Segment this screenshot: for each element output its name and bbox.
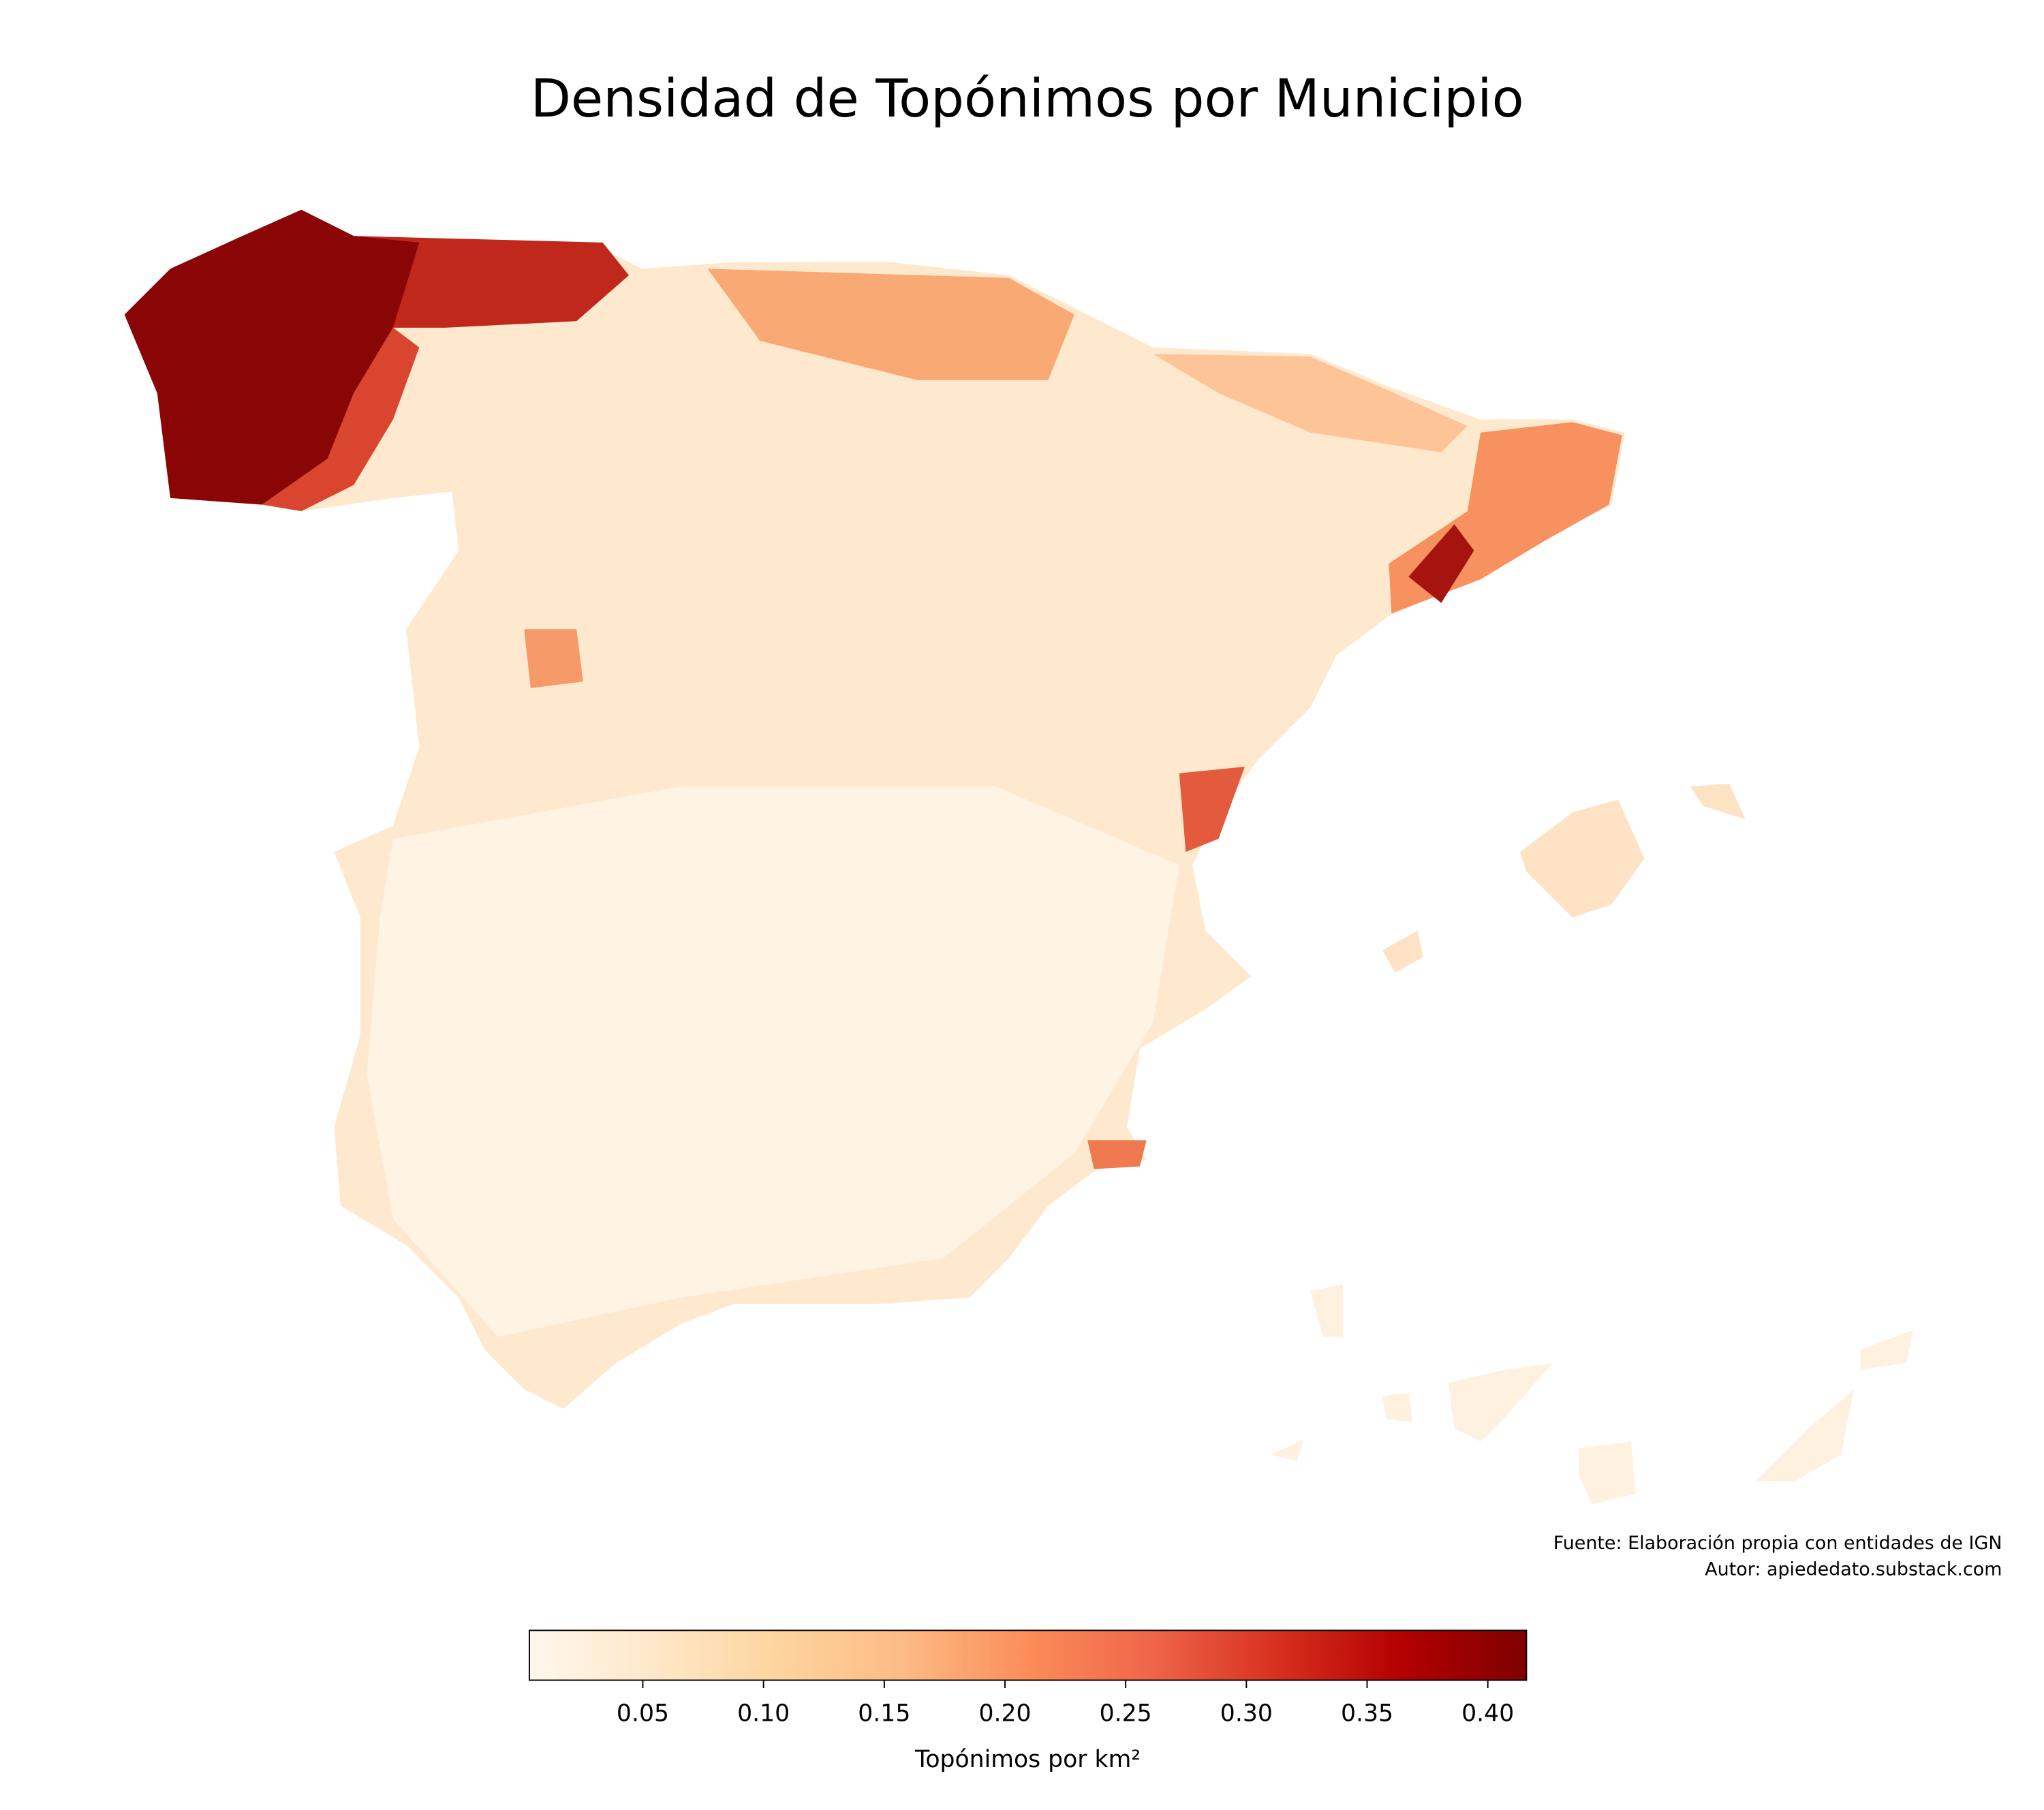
canary-islands [1271, 1284, 1913, 1505]
colorbar [528, 1629, 1528, 1681]
menorca [1690, 784, 1746, 820]
galicia-edge [262, 327, 420, 512]
colorbar-tick-label: 0.25 [1100, 1700, 1152, 1728]
map [124, 209, 1913, 1505]
galicia-region [124, 209, 420, 505]
asturias-band [354, 236, 630, 328]
source-note: Fuente: Elaboración propia con entidades… [1553, 1533, 2002, 1554]
murcia-spot [1087, 1140, 1147, 1169]
cantabria-band [707, 269, 1074, 380]
colorbar-label: Topónimos por km² [914, 1746, 1141, 1773]
ibiza [1382, 930, 1423, 973]
colorbar-tick-label: 0.20 [978, 1700, 1031, 1728]
south-light-region [367, 786, 1179, 1337]
colorbar-tick-label: 0.10 [737, 1700, 790, 1728]
valencia-spot [1179, 767, 1245, 853]
pyrenees-band [1153, 354, 1468, 452]
colorbar-tick-label: 0.30 [1220, 1700, 1273, 1728]
colorbar-tick-label: 0.05 [617, 1700, 669, 1728]
author-note: Autor: apiededato.substack.com [1705, 1559, 2002, 1580]
mallorca [1519, 799, 1645, 918]
colorbar-tick-label: 0.35 [1341, 1700, 1393, 1728]
colorbar-tick-label: 0.40 [1461, 1700, 1514, 1728]
colorbar-tick-label: 0.15 [858, 1700, 910, 1728]
salamanca-spot [524, 629, 583, 688]
map-title: Densidad de Topónimos por Municipio [531, 69, 1524, 129]
catalonia-dark [1408, 524, 1474, 603]
